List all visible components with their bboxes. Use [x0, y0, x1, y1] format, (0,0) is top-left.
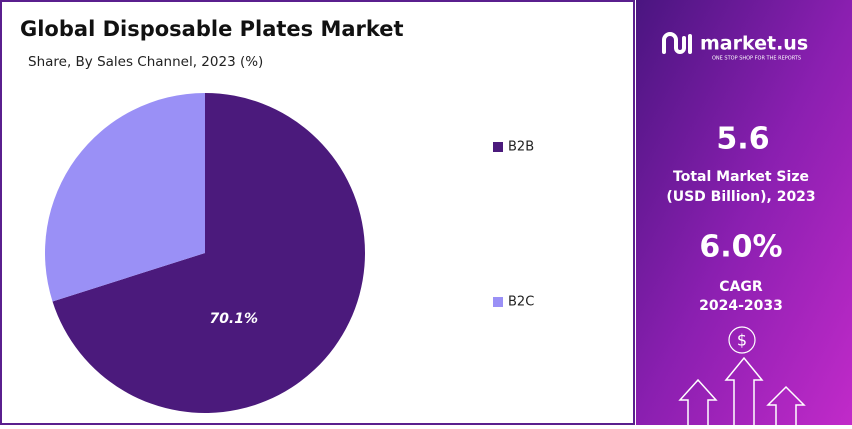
brand-logo — [662, 32, 692, 54]
cagr-period: 2024-2033 — [699, 298, 783, 314]
market-size-label: (USD Billion), 2023 — [666, 189, 815, 205]
pie-slice — [52, 93, 365, 414]
legend-label: B2C — [508, 295, 534, 310]
legend-swatch — [493, 297, 503, 307]
market-size: 5.6 — [716, 122, 769, 157]
brand-name: market.us — [700, 33, 808, 55]
market-size-label: Total Market Size — [673, 169, 809, 185]
data-label: 70.1% — [209, 311, 258, 327]
brand-tagline: ONE STOP SHOP FOR THE REPORTS — [712, 56, 801, 62]
growth-arrows — [678, 356, 806, 425]
legend-swatch — [493, 142, 503, 152]
cagr-label: CAGR — [719, 279, 763, 295]
chart-subtitle: Share, By Sales Channel, 2023 (%) — [28, 54, 263, 70]
currency-circle — [728, 326, 756, 354]
pie-slice — [44, 93, 205, 302]
side-panel — [636, 0, 852, 425]
chart-title: Global Disposable Plates Market — [20, 17, 404, 41]
cagr-value: 6.0% — [699, 230, 782, 265]
currency-icon: $ — [737, 331, 747, 350]
legend-label: B2B — [508, 140, 534, 155]
